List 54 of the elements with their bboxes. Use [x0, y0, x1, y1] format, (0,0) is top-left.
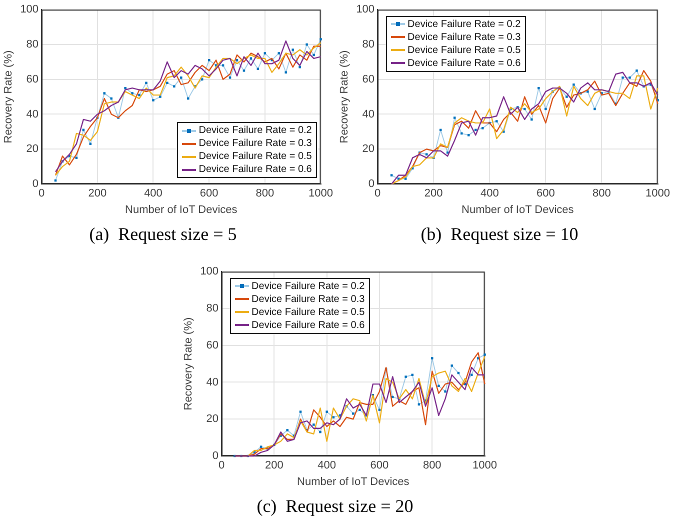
x-tick-label: 800: [592, 188, 611, 200]
y-tick-label: 80: [26, 38, 39, 51]
legend-label: Device Failure Rate = 0.6: [252, 318, 365, 332]
y-tick-label: 80: [362, 38, 375, 51]
x-tick-label: 200: [424, 188, 443, 200]
x-tick-label: 600: [536, 188, 555, 200]
text: (a) Request size = 5: [89, 224, 237, 244]
y-tick-label: 20: [362, 143, 375, 156]
x-tick-label: 1000: [472, 460, 498, 472]
y-tick-label: 100: [200, 266, 219, 278]
y-tick-label: 100: [20, 4, 39, 16]
legend-label: Device Failure Rate = 0.3: [408, 30, 521, 44]
legend-label: Device Failure Rate = 0.6: [198, 163, 312, 176]
x-tick-label: 600: [200, 188, 218, 200]
legend-label: Device Failure Rate = 0.3: [252, 292, 365, 306]
legend-label: Device Failure Rate = 0.5: [408, 44, 521, 57]
y-tick-label: 100: [356, 4, 375, 16]
legend-label: Device Failure Rate = 0.2: [408, 18, 521, 31]
x-tick-label: 800: [256, 188, 274, 200]
y-tick-label: 0: [212, 450, 219, 462]
y-tick-label: 0: [368, 178, 375, 190]
x-axis-title: Number of IoT Devices: [297, 476, 410, 488]
x-tick-label: 1000: [646, 188, 670, 200]
x-tick-label: 200: [265, 460, 284, 472]
x-axis-title: Number of IoT Devices: [125, 204, 238, 216]
y-axis-title: Recovery Rate (%): [338, 50, 351, 144]
y-tick-label: 60: [362, 73, 375, 86]
legend-label: Device Failure Rate = 0.3: [198, 137, 312, 150]
y-tick-label: 0: [32, 178, 39, 190]
legend-label: Device Failure Rate = 0.2: [198, 124, 312, 137]
x-tick-label: 600: [370, 460, 389, 472]
y-tick-label: 40: [362, 108, 375, 120]
x-tick-label: 200: [88, 188, 107, 200]
x-tick-label: 400: [144, 188, 162, 200]
text: (b) Request size = 10: [420, 224, 578, 244]
legend-label: Device Failure Rate = 0.6: [408, 56, 521, 70]
legend-label: Device Failure Rate = 0.2: [252, 280, 365, 293]
y-tick-label: 80: [206, 302, 219, 315]
y-tick-label: 60: [206, 339, 219, 352]
legend-label: Device Failure Rate = 0.5: [198, 150, 312, 163]
y-tick-label: 40: [26, 108, 39, 120]
y-axis-title: Recovery Rate (%): [2, 50, 15, 144]
x-axis-title: Number of IoT Devices: [462, 204, 574, 216]
y-axis-title: Recovery Rate (%): [182, 317, 195, 410]
y-tick-label: 40: [206, 376, 219, 388]
y-tick-label: 20: [26, 143, 39, 156]
x-tick-label: 800: [422, 460, 442, 472]
y-tick-label: 20: [206, 413, 219, 426]
y-tick-label: 60: [26, 73, 39, 86]
legend-label: Device Failure Rate = 0.5: [252, 306, 365, 319]
x-tick-label: 400: [480, 188, 499, 200]
text: (c) Request size = 20: [256, 496, 414, 516]
x-tick-label: 1000: [308, 188, 334, 200]
x-tick-label: 400: [318, 460, 336, 472]
